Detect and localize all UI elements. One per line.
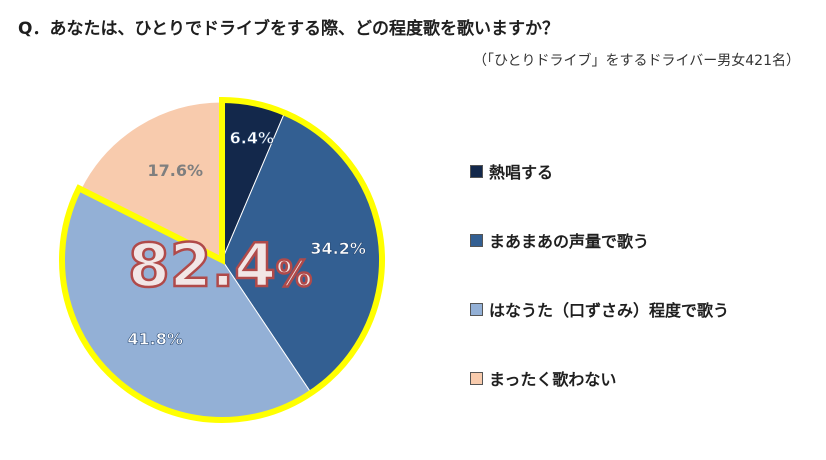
highlight-total-value: 82.4 [128,231,276,301]
legend-swatch [470,371,483,385]
legend-swatch [470,302,483,316]
pie-slice [80,101,223,261]
highlight-total: 82.4% [128,231,312,301]
legend-item: 熱唱する [470,158,729,184]
slice-label: 17.6% [147,161,203,180]
legend-label: はなうた（口ずさみ）程度で歌う [489,301,730,320]
legend-label: まあまあの声量で歌う [489,232,650,251]
slice-label: 41.8% [127,329,183,348]
legend-label: 熱唱する [489,163,554,182]
slice-label: 6.4% [230,129,274,148]
slice-label: 34.2% [310,239,366,258]
legend-item: まあまあの声量で歌う [470,227,729,253]
chart-subtitle: （「ひとりドライブ」をするドライバー男女421名） [472,53,800,69]
legend-item: はなうた（口ずさみ）程度で歌う [470,296,729,322]
legend-item: まったく歌わない [470,365,729,391]
legend-swatch [470,164,483,178]
chart-title: Q．あなたは、ひとりでドライブをする際、どの程度歌を歌いますか？ [18,19,559,39]
highlight-total-unit: % [276,254,312,295]
highlight-outline [59,96,385,423]
legend-label: まったく歌わない [489,370,617,389]
legend-swatch [470,233,483,247]
legend: 熱唱するまあまあの声量で歌うはなうた（口ずさみ）程度で歌う まったく歌わない [470,158,729,434]
